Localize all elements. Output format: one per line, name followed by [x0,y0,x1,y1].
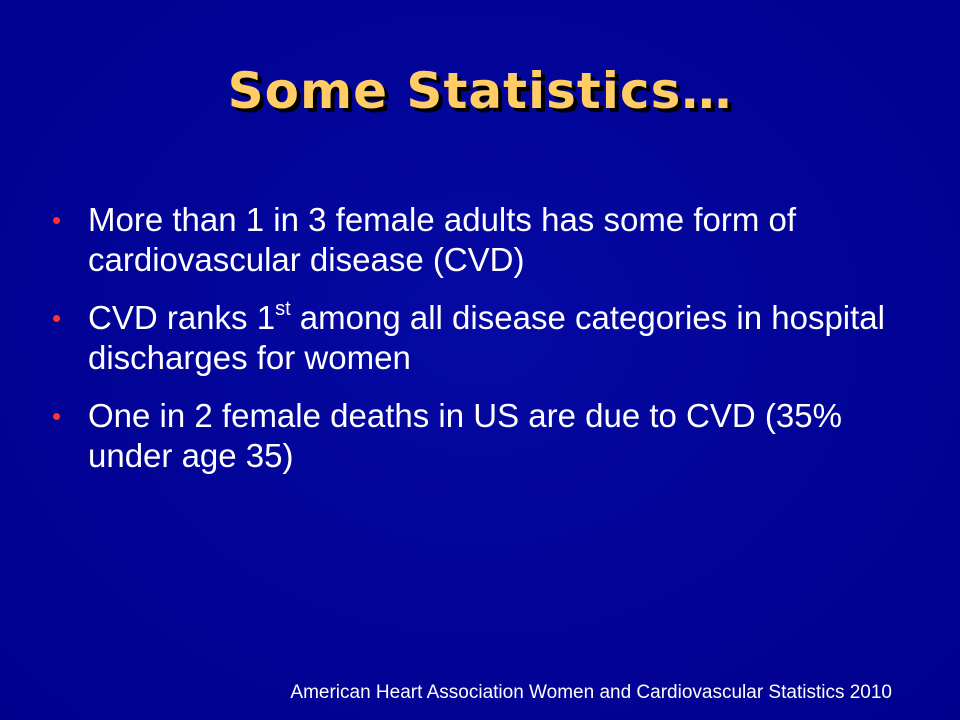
bullet-marker: • [52,205,62,235]
bullet-item: • More than 1 in 3 female adults has som… [52,200,932,280]
bullet-marker: • [52,401,62,431]
bullet-item: • CVD ranks 1st among all disease catego… [52,298,932,378]
bullet-text: More than 1 in 3 female adults has some … [88,201,797,278]
bullet-item: • One in 2 female deaths in US are due t… [52,396,932,476]
bullet-text-start: CVD ranks 1 [88,299,276,336]
slide-title: Some Statistics… [227,62,733,120]
bullet-list: • More than 1 in 3 female adults has som… [52,200,932,494]
bullet-text: One in 2 female deaths in US are due to … [88,397,842,474]
source-citation: American Heart Association Women and Car… [290,682,892,703]
bullet-text-end: among all disease categories in hospital… [88,299,885,376]
bullet-marker: • [52,303,62,333]
ordinal-superscript: st [275,298,291,320]
